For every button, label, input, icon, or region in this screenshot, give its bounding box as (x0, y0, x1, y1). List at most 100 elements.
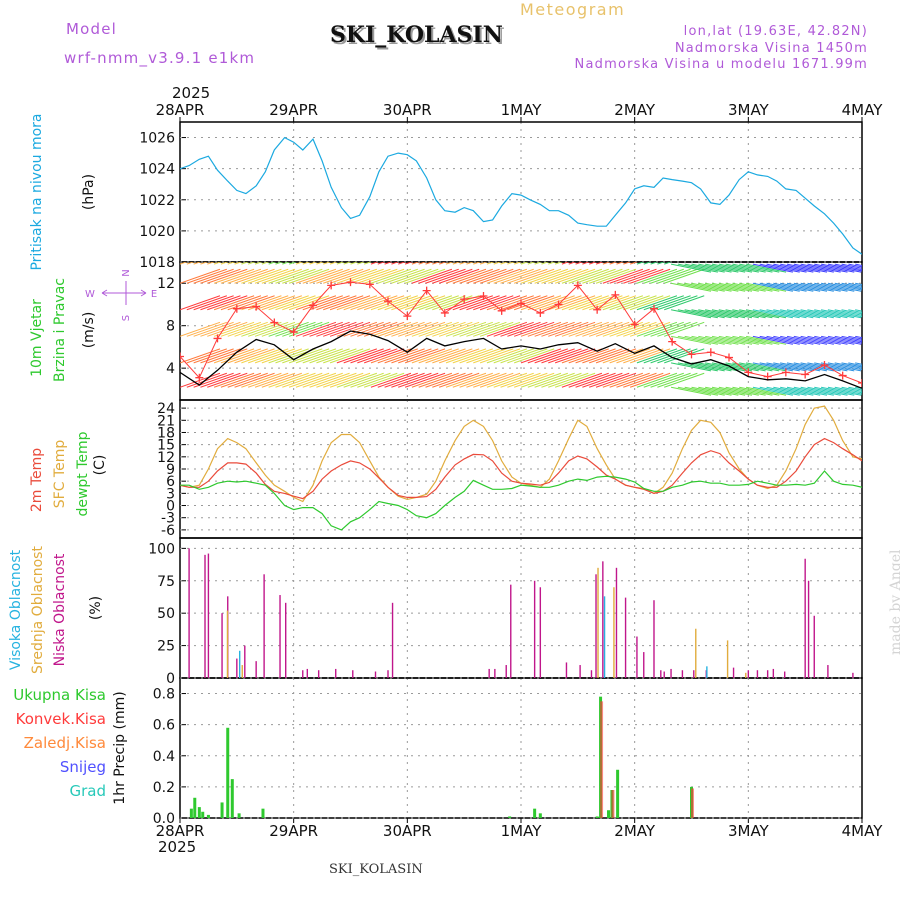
wind-barb (323, 321, 364, 337)
wind-barb (636, 268, 678, 284)
elevation-label: Nadmorska Visina 1450m (674, 41, 868, 56)
wind-barb (452, 321, 493, 337)
wind-barb (759, 309, 800, 319)
y-tick-label: 0 (166, 671, 175, 687)
wind-barb (254, 295, 296, 311)
wind-barb (479, 321, 521, 337)
pressure-unit: (hPa) (81, 174, 97, 210)
wind-barb (432, 295, 473, 311)
cloud-unit: (%) (88, 596, 104, 620)
wind-barb (507, 321, 548, 337)
wind-barb (786, 282, 828, 292)
wind-barb (732, 263, 773, 273)
time-label-top: 2MAY (614, 101, 656, 119)
wind-barb (766, 386, 807, 396)
temp-sfc-label: SFC Temp (52, 440, 68, 509)
wind-barb (323, 348, 364, 364)
y-tick-label: -6 (161, 523, 175, 539)
precip-bar (611, 790, 615, 818)
wind-barb (732, 362, 773, 372)
panel-frame (179, 261, 863, 401)
wind-barb (745, 282, 787, 292)
wind-barb (275, 372, 316, 388)
wind-barb (295, 268, 337, 284)
wind-barb (370, 348, 412, 364)
wind-barb (180, 295, 221, 311)
wind-barb (602, 348, 644, 364)
wind-barb (350, 295, 391, 311)
time-label-bottom: 3MAY (728, 822, 770, 840)
wind-barb (377, 372, 418, 388)
wind-barb (514, 268, 555, 284)
wind-barb (575, 348, 616, 364)
wind-barb (670, 282, 712, 292)
wind-barb (186, 348, 227, 364)
gust-marker (195, 373, 204, 382)
wind-barb (793, 386, 834, 396)
compass-arrows (101, 281, 147, 305)
wind-barb (855, 282, 862, 286)
compass-east: E (151, 289, 157, 300)
y-tick-label: 1022 (139, 193, 175, 209)
wind-barb (363, 268, 405, 284)
wind-barb (411, 321, 453, 337)
wind-barb (684, 335, 725, 345)
wind-barb (329, 348, 371, 364)
wind-barb (848, 282, 862, 287)
wind-unit: (m/s) (81, 312, 97, 349)
wind-barb (473, 348, 514, 364)
wind-barb (425, 268, 466, 284)
wind-barb (616, 348, 657, 364)
wind-barb (718, 309, 759, 319)
wind-barb (677, 335, 718, 345)
wind-barb (568, 372, 609, 388)
gust-marker (611, 290, 620, 299)
wind-barb (664, 321, 705, 337)
wind-barb (418, 268, 459, 284)
wind-barb (316, 295, 357, 311)
wind-barb (520, 295, 562, 311)
wind-barb (773, 386, 814, 396)
wind-barb (302, 372, 343, 388)
gust-marker (593, 305, 602, 314)
wind-barb (248, 321, 289, 337)
wind-barb (759, 282, 800, 292)
wind-barb (561, 348, 603, 364)
y-tick-label: 0.8 (153, 687, 175, 703)
wind-barb (711, 309, 753, 319)
wind-barb (180, 321, 221, 337)
wind-barb (718, 282, 759, 292)
wind-barb (391, 321, 432, 337)
speed-series (180, 330, 862, 389)
wind-barb (548, 321, 589, 337)
wind-barb (616, 372, 657, 388)
y-tick-label: 1020 (139, 224, 175, 240)
temp-unit: (C) (92, 455, 108, 476)
wind-barb (664, 372, 705, 388)
model-label: Model (66, 20, 118, 38)
wind-barb (357, 321, 398, 337)
precip-bar (691, 788, 694, 818)
wind-barb (534, 321, 575, 337)
gust-marker (346, 278, 355, 287)
wind-barb (745, 309, 787, 319)
wind-barb (780, 282, 821, 292)
wind-barb (677, 386, 718, 396)
wind-barb (589, 321, 630, 337)
y-tick-label: -3 (161, 511, 175, 527)
wind-barb (288, 295, 330, 311)
wind-barb (180, 372, 221, 388)
wind-barb (780, 309, 821, 319)
wind-barb (377, 295, 418, 311)
wind-barb (541, 372, 582, 388)
wind-barb (814, 335, 855, 345)
y-tick-label: 0.2 (153, 780, 175, 796)
wind-barb (418, 348, 459, 364)
wind-barb (766, 362, 807, 372)
precip-bar (189, 808, 193, 818)
time-label-top: 30APR (383, 101, 432, 119)
wind-barb (855, 362, 862, 365)
wind-barb (841, 335, 862, 341)
wind-barb (493, 321, 534, 337)
wind-barb (820, 335, 862, 345)
